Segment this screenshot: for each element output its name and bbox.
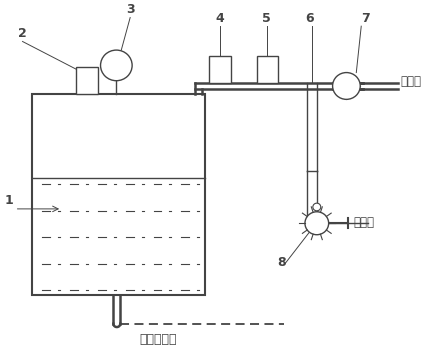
Circle shape — [305, 212, 329, 235]
Circle shape — [100, 50, 132, 81]
Text: 7: 7 — [361, 12, 370, 25]
Bar — [257, 56, 278, 83]
Text: 3: 3 — [126, 3, 135, 16]
Bar — [209, 56, 231, 83]
Circle shape — [333, 73, 360, 99]
Bar — [32, 94, 205, 295]
Circle shape — [313, 203, 321, 211]
Text: PT: PT — [107, 62, 119, 71]
Text: 1: 1 — [5, 194, 13, 207]
Text: 通往发动机: 通往发动机 — [139, 333, 177, 346]
Bar — [76, 67, 98, 94]
Text: 5: 5 — [262, 12, 271, 25]
Text: 通大气: 通大气 — [353, 216, 374, 229]
Text: 2: 2 — [18, 27, 26, 40]
Text: 6: 6 — [305, 12, 313, 25]
Text: 通大气: 通大气 — [401, 75, 422, 88]
Text: 4: 4 — [215, 12, 224, 25]
Text: 8: 8 — [278, 256, 286, 269]
